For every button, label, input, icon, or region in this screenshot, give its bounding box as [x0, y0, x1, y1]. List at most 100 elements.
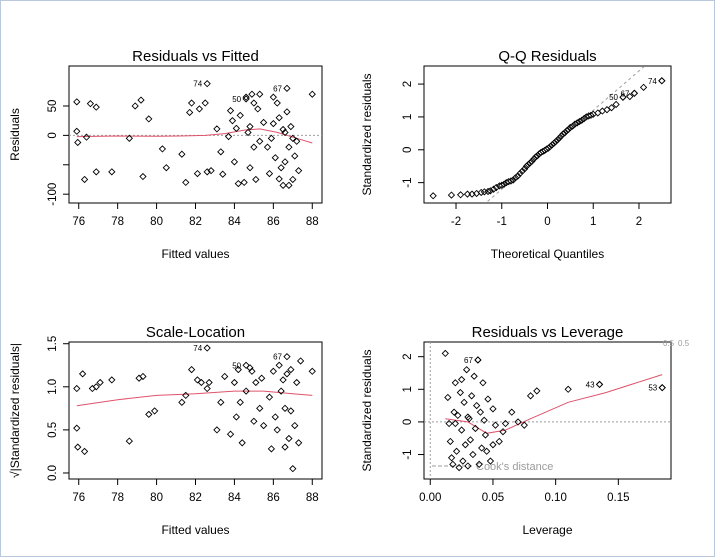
panel-4-data-point	[483, 447, 491, 455]
panel-2-data-point	[559, 130, 567, 138]
panel-3-data-point	[281, 404, 289, 412]
panel-2-data-point	[575, 117, 584, 126]
panel-2-x-tick-label: 2	[636, 216, 642, 228]
panel-1-data-point	[230, 158, 239, 166]
panel-2-data-point	[546, 142, 554, 151]
panel-3-data-point	[281, 443, 289, 451]
panel-4-data-point	[478, 444, 486, 452]
panel-4-data-point	[473, 401, 481, 410]
panel-4-data-point	[464, 413, 472, 421]
panel-3-smooth-line	[76, 390, 313, 407]
panel-3-point-label-74: 74	[193, 344, 202, 353]
panel-3-data-point	[293, 378, 301, 387]
panel-2-point-label-74: 74	[648, 77, 657, 86]
panel-1-data-point	[275, 175, 283, 183]
panel-2-data-point	[607, 104, 616, 112]
panel-1-x-tick-label: 82	[189, 216, 202, 228]
panel-2-y-axis-label: Standardized residuals	[360, 73, 374, 195]
panel-4-data-point	[441, 349, 449, 358]
panel-2-labeled-point-50	[619, 93, 627, 101]
panel-3-data-point	[283, 370, 291, 378]
panel-3-data-point	[265, 393, 274, 401]
panel-2-point-label-67: 67	[621, 89, 630, 98]
panel-4-data-point	[470, 372, 478, 380]
panel-1-data-point	[82, 133, 91, 141]
panel-4-data-point	[533, 387, 541, 395]
panel-1-data-point	[246, 164, 254, 172]
panel-3-data-point	[197, 378, 205, 387]
panel-3-data-point	[232, 413, 241, 421]
panel-1-data-point	[92, 168, 100, 176]
panel-1-data-point	[217, 148, 225, 156]
panel-4-data-point	[489, 441, 497, 449]
panel-3-x-axis-label: Fitted values	[161, 523, 229, 537]
panel-3-data-point	[242, 387, 250, 395]
panel-1-data-point	[80, 175, 89, 184]
panel-1-data-point	[281, 158, 289, 166]
panel-4-data-point	[479, 379, 487, 387]
panel-1-data-point	[285, 181, 293, 189]
panel-3-data-point	[248, 367, 256, 375]
panel-4-x-tick-label: 0.00	[419, 492, 441, 504]
panel-2-data-point	[580, 114, 588, 123]
panel-3-data-point	[271, 413, 279, 421]
panel-3-y-tick-label: 1.0	[47, 379, 59, 395]
panel-1-data-point	[242, 93, 250, 101]
panel-2-labeled-point-67	[630, 89, 639, 97]
panel-1-data-point	[195, 105, 204, 113]
panel-2-data-point	[507, 177, 515, 185]
panel-1-data-point	[291, 152, 299, 160]
panel-3-data-point	[238, 439, 246, 447]
panel-2-data-point	[447, 191, 456, 199]
panel-4-data-point	[464, 462, 472, 470]
panel-3-data-point	[150, 407, 159, 415]
panel-3-data-point	[217, 398, 225, 406]
panel-1-data-point	[289, 134, 297, 142]
panel-1-data-point	[273, 99, 281, 107]
panel-2-title: Q-Q Residuals	[498, 48, 596, 65]
panel-2-data-point	[533, 152, 542, 160]
panel-2-data-point	[486, 187, 494, 195]
panel-2-y-tick-label: 2	[402, 81, 414, 87]
panel-4-data-point	[460, 398, 468, 406]
panel-3-data-point	[285, 434, 293, 443]
panel-4-data-point	[456, 388, 464, 397]
panel-1-x-tick-label: 88	[306, 216, 319, 228]
panel-2-data-point	[492, 183, 500, 192]
panel-3-y-tick-label: 1.5	[47, 336, 59, 352]
panel-2-data-point	[429, 192, 437, 200]
panel-2-data-point	[516, 169, 524, 178]
panel-2-data-point	[526, 159, 534, 167]
panel-2-data-point	[626, 92, 634, 101]
panel-1-data-point	[213, 125, 221, 133]
panel-1-data-point	[137, 96, 145, 104]
panel-4-data-point	[486, 457, 495, 465]
panel-1-data-point	[182, 178, 190, 187]
panel-3-x-tick-label: 76	[72, 492, 85, 504]
panel-2-data-point	[498, 181, 506, 189]
panel-4-cook-contour-label: 0.5	[678, 339, 690, 348]
panel-1-data-point	[162, 164, 170, 172]
panel-1-labeled-point-50	[242, 95, 250, 103]
panel-4-data-point	[461, 441, 470, 449]
panel-2-x-axis-label: Theoretical Quantiles	[491, 247, 604, 261]
panel-4-data-point	[508, 408, 516, 416]
panel-4-data-point	[471, 424, 480, 433]
panel-4-data-point	[451, 419, 459, 428]
panel-2-data-point	[456, 191, 465, 199]
panel-3-data-point	[308, 367, 316, 375]
panel-4-data-point	[465, 415, 473, 423]
panel-3-data-point	[125, 437, 133, 445]
panel-2-x-tick-label: 0	[544, 216, 550, 228]
panel-4-data-point	[476, 408, 485, 416]
panel-3-data-point	[182, 391, 190, 400]
panel-4-data-point	[475, 460, 483, 468]
panel-3-data-point	[296, 357, 305, 365]
panel-1-data-point	[289, 175, 297, 184]
panel-3-data-point	[80, 447, 89, 456]
panel-2-data-point	[548, 141, 556, 149]
panel-2-data-point	[522, 162, 531, 170]
panel-2-data-point	[518, 167, 526, 175]
panel-1-data-point	[203, 168, 211, 176]
panel-4-data-point	[445, 419, 453, 428]
